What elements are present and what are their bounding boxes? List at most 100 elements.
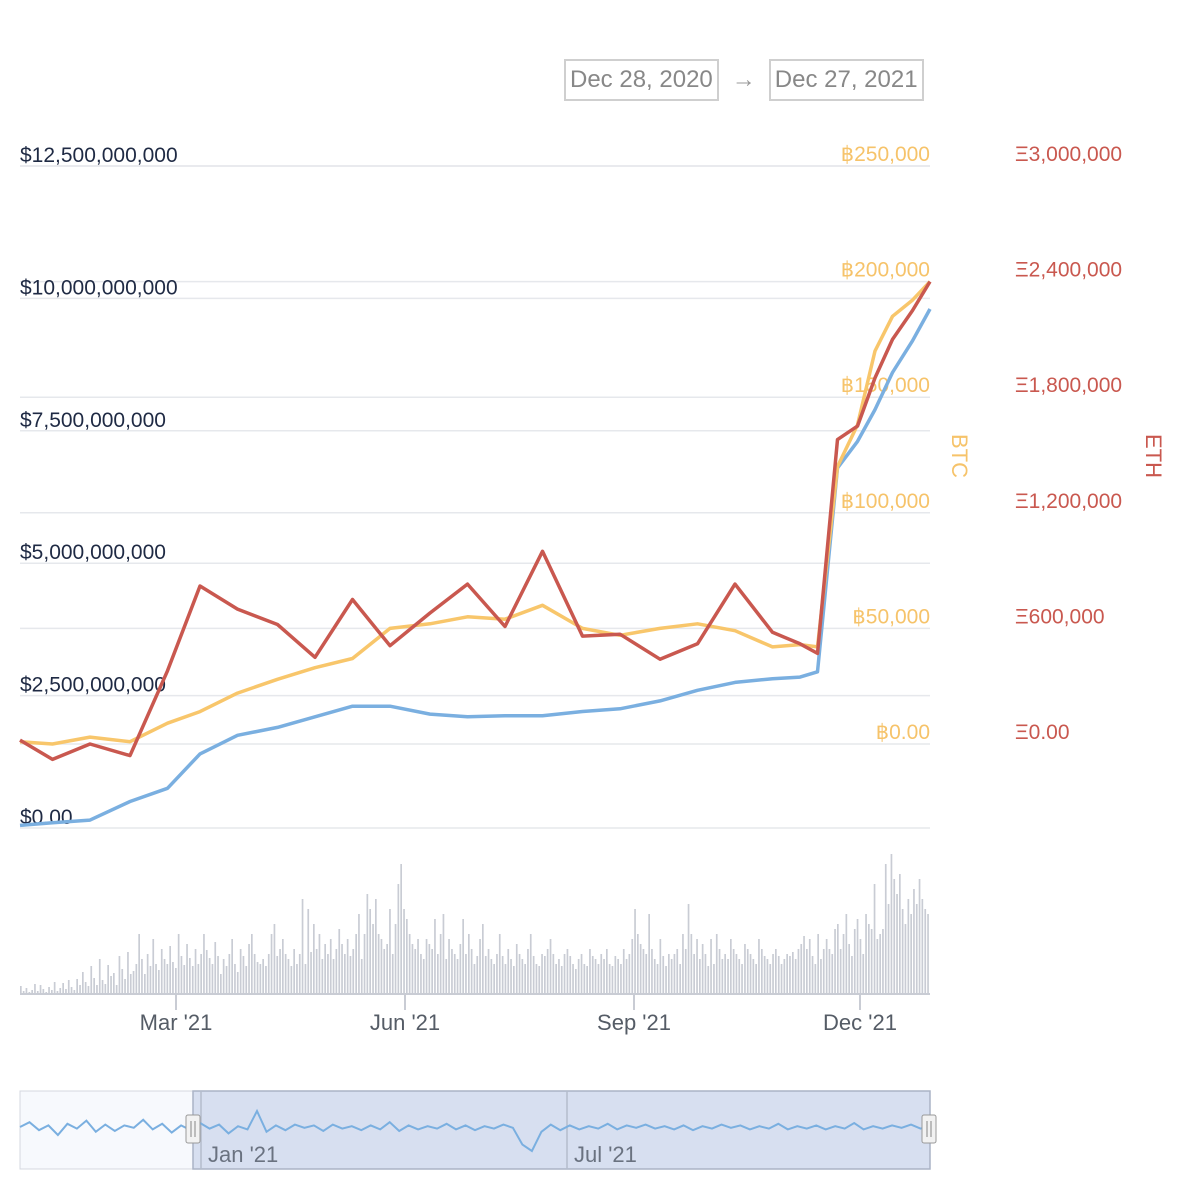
usd-tick-label: $2,500,000,000 xyxy=(20,674,166,697)
btc-tick-label: ฿250,000 xyxy=(841,143,930,166)
volume-bar xyxy=(239,949,242,994)
volume-bar xyxy=(138,934,140,994)
volume-bar xyxy=(194,949,197,994)
volume-bar xyxy=(222,959,225,994)
volume-bar xyxy=(532,956,535,994)
volume-bar xyxy=(755,964,757,994)
volume-bar xyxy=(848,944,850,994)
volume-bar xyxy=(191,966,194,994)
volume-bar xyxy=(25,988,28,994)
volume-bar xyxy=(236,972,239,994)
volume-bar xyxy=(665,966,667,994)
volume-bar xyxy=(225,966,228,994)
volume-bar xyxy=(324,944,326,994)
volume-bar xyxy=(158,970,160,994)
volume-bar xyxy=(808,939,811,994)
volume-bar xyxy=(372,924,374,994)
volume-bar xyxy=(724,954,726,994)
volume-bar xyxy=(679,964,681,994)
volume-bar xyxy=(873,884,876,994)
volume-bar xyxy=(403,909,405,994)
volume-bar xyxy=(710,939,712,994)
volume-bar xyxy=(645,954,648,994)
volume-bar xyxy=(887,904,890,994)
volume-bar xyxy=(504,964,507,994)
volume-bar xyxy=(586,966,588,994)
volume-bar xyxy=(65,989,67,994)
date-from-input[interactable]: Dec 28, 2020 xyxy=(564,59,719,101)
date-to-input[interactable]: Dec 27, 2021 xyxy=(768,59,924,101)
volume-bar xyxy=(597,964,600,994)
volume-bar xyxy=(527,949,529,994)
volume-bar xyxy=(608,964,611,994)
volume-bar xyxy=(563,954,566,994)
volume-bar xyxy=(921,899,924,994)
volume-bar xyxy=(70,987,73,994)
volume-bar xyxy=(777,956,780,994)
volume-bar xyxy=(59,988,62,994)
volume-bar xyxy=(355,934,357,994)
volume-bar xyxy=(811,956,814,994)
x-tick-label: Dec '21 xyxy=(823,1010,897,1035)
volume-bar xyxy=(79,985,81,994)
volume-bar xyxy=(546,949,549,994)
volume-bar xyxy=(890,854,893,994)
volume-bar xyxy=(651,949,653,994)
volume-bar xyxy=(135,964,138,994)
volume-bar xyxy=(803,936,805,994)
volume-bar xyxy=(160,949,163,994)
volume-bar xyxy=(507,949,510,994)
volume-bar xyxy=(231,939,233,994)
volume-bar xyxy=(538,966,541,994)
volume-bar xyxy=(310,952,312,994)
volume-bar xyxy=(329,939,332,994)
usd-axis: $0.00$2,500,000,000$5,000,000,000$7,500,… xyxy=(20,144,178,829)
volume-bar xyxy=(318,934,321,994)
volume-bar xyxy=(104,984,107,994)
volume-bar xyxy=(899,874,901,994)
volume-bar xyxy=(36,991,39,994)
volume-bar xyxy=(293,949,295,994)
volume-bar xyxy=(304,964,307,994)
volume-bar xyxy=(594,959,597,994)
volume-bar xyxy=(690,934,693,994)
volume-bar xyxy=(31,990,33,994)
volume-bar xyxy=(189,958,191,994)
volume-bar xyxy=(313,924,315,994)
volume-bar xyxy=(42,989,45,994)
volume-bar xyxy=(828,949,831,994)
volume-bar xyxy=(101,980,104,994)
volume-bar xyxy=(544,956,546,994)
navigator-handle[interactable] xyxy=(921,1114,937,1144)
volume-bar xyxy=(338,929,341,994)
volume-bar xyxy=(200,954,202,994)
volume-bar xyxy=(394,924,397,994)
volume-bar xyxy=(301,899,304,994)
volume-bar xyxy=(589,949,591,994)
navigator[interactable]: Jan '21 Jul '21 xyxy=(19,1090,937,1170)
volume-bar xyxy=(358,914,360,994)
volume-bar xyxy=(169,946,171,994)
volume-bar xyxy=(789,956,791,994)
volume-bar xyxy=(166,964,169,994)
volume-bar xyxy=(307,909,310,994)
volume-bar xyxy=(682,934,684,994)
volume-bar xyxy=(375,899,377,994)
volume-bar xyxy=(924,909,927,994)
volume-bar xyxy=(862,954,865,994)
volume-bar xyxy=(115,985,118,994)
volume-bar xyxy=(256,962,259,994)
volume-bar xyxy=(228,954,231,994)
usd-series-line xyxy=(19,308,932,828)
volume-bar xyxy=(420,954,422,994)
navigator-handle[interactable] xyxy=(185,1114,201,1144)
usd-tick-label: $10,000,000,000 xyxy=(20,276,178,299)
volume-bar xyxy=(177,934,180,994)
volume-bar xyxy=(267,954,270,994)
volume-bar xyxy=(600,954,603,994)
volume-bar xyxy=(918,879,921,994)
usd-tick-label: $7,500,000,000 xyxy=(20,409,166,432)
volume-bar xyxy=(203,934,205,994)
eth-tick-label: Ξ1,200,000 xyxy=(1015,490,1122,513)
